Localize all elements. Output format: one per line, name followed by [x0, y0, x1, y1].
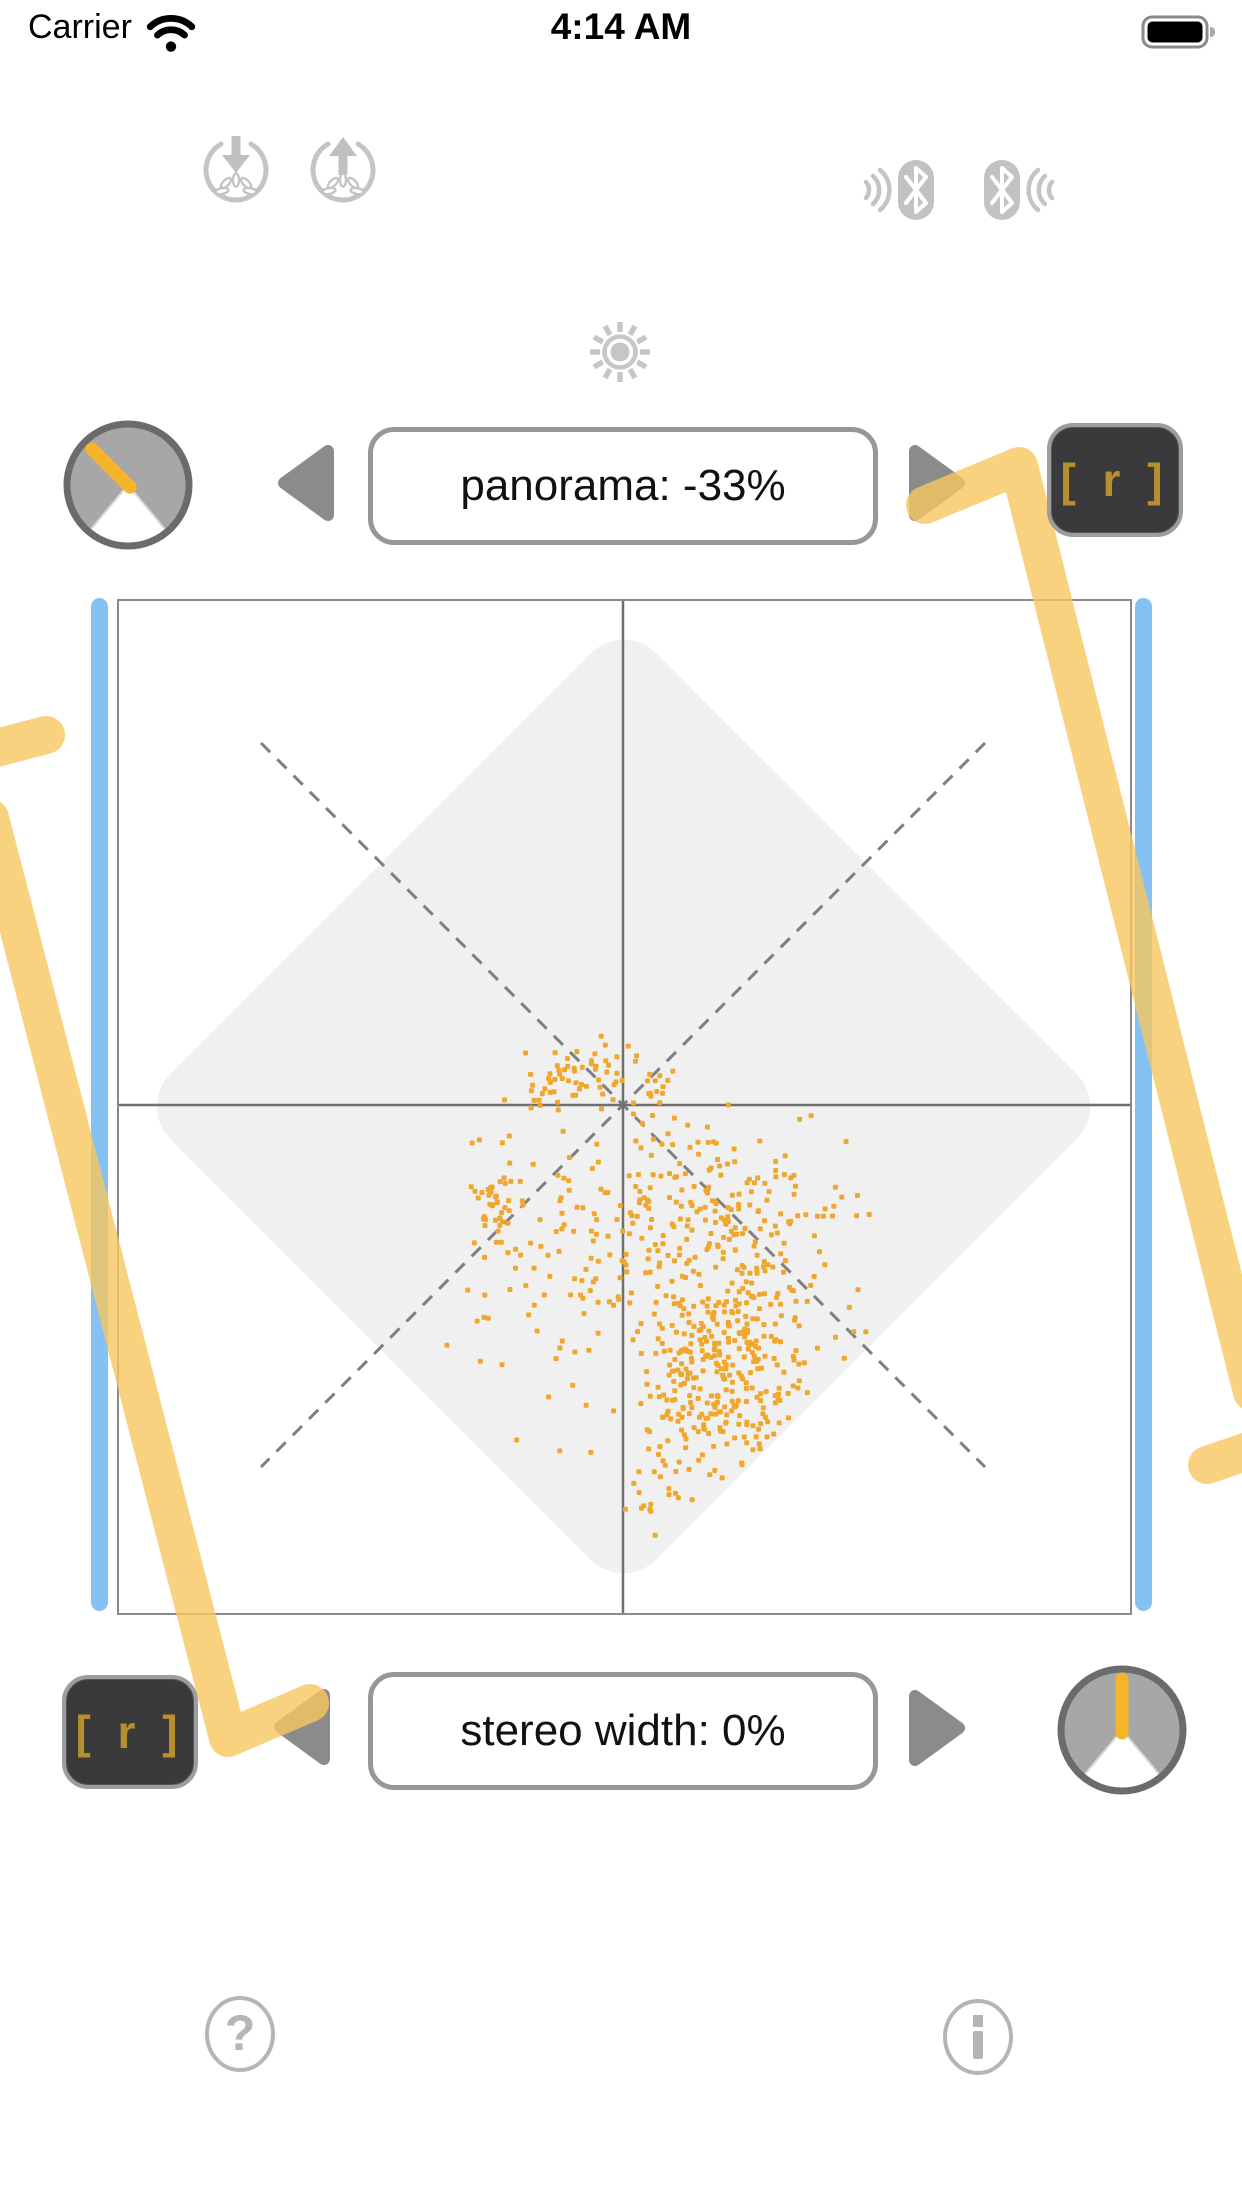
panorama-value-text: panorama: -33%: [460, 461, 786, 510]
clock: 4:14 AM: [550, 6, 692, 47]
wifi-icon: [146, 15, 196, 52]
burst-shapes: [214, 172, 258, 196]
bluetooth-receive-icon[interactable]: [860, 158, 944, 222]
audio-export-icon[interactable]: [307, 134, 379, 206]
goniometer-graph: [119, 601, 1130, 1613]
panorama-increase-arrow[interactable]: [905, 439, 971, 527]
goniometer-display[interactable]: [117, 599, 1132, 1615]
stereo-width-value-field[interactable]: stereo width: 0%: [368, 1672, 878, 1790]
panorama-decrease-arrow[interactable]: [272, 439, 338, 527]
stereo-width-record-label: [ r ]: [75, 1706, 185, 1758]
panorama-knob[interactable]: [63, 420, 193, 550]
stereo-width-decrease-arrow[interactable]: [268, 1683, 334, 1771]
burst-shapes: [321, 172, 365, 196]
panorama-record-button[interactable]: [ r ]: [1047, 423, 1183, 537]
stereo-width-knob[interactable]: [1057, 1665, 1187, 1795]
panorama-value-field[interactable]: panorama: -33%: [368, 427, 878, 545]
battery-icon: [1141, 15, 1215, 49]
stereo-scatter-points: [444, 1033, 872, 1538]
svg-text:?: ?: [225, 2005, 256, 2061]
stereo-width-value-text: stereo width: 0%: [460, 1706, 786, 1755]
carrier-label: Carrier: [28, 8, 132, 46]
level-meter-left: [91, 598, 108, 1611]
stereo-width-increase-arrow[interactable]: [905, 1684, 971, 1772]
panorama-knob-indicator: [85, 442, 137, 494]
sun-icon[interactable]: [582, 314, 658, 390]
help-icon[interactable]: ?: [204, 1996, 276, 2072]
bluetooth-send-icon[interactable]: [974, 158, 1058, 222]
level-meter-right: [1135, 598, 1152, 1611]
stereo-width-record-button[interactable]: [ r ]: [62, 1675, 198, 1789]
info-icon[interactable]: [942, 1999, 1014, 2075]
panorama-record-label: [ r ]: [1060, 454, 1170, 506]
audio-import-icon[interactable]: [200, 134, 272, 206]
